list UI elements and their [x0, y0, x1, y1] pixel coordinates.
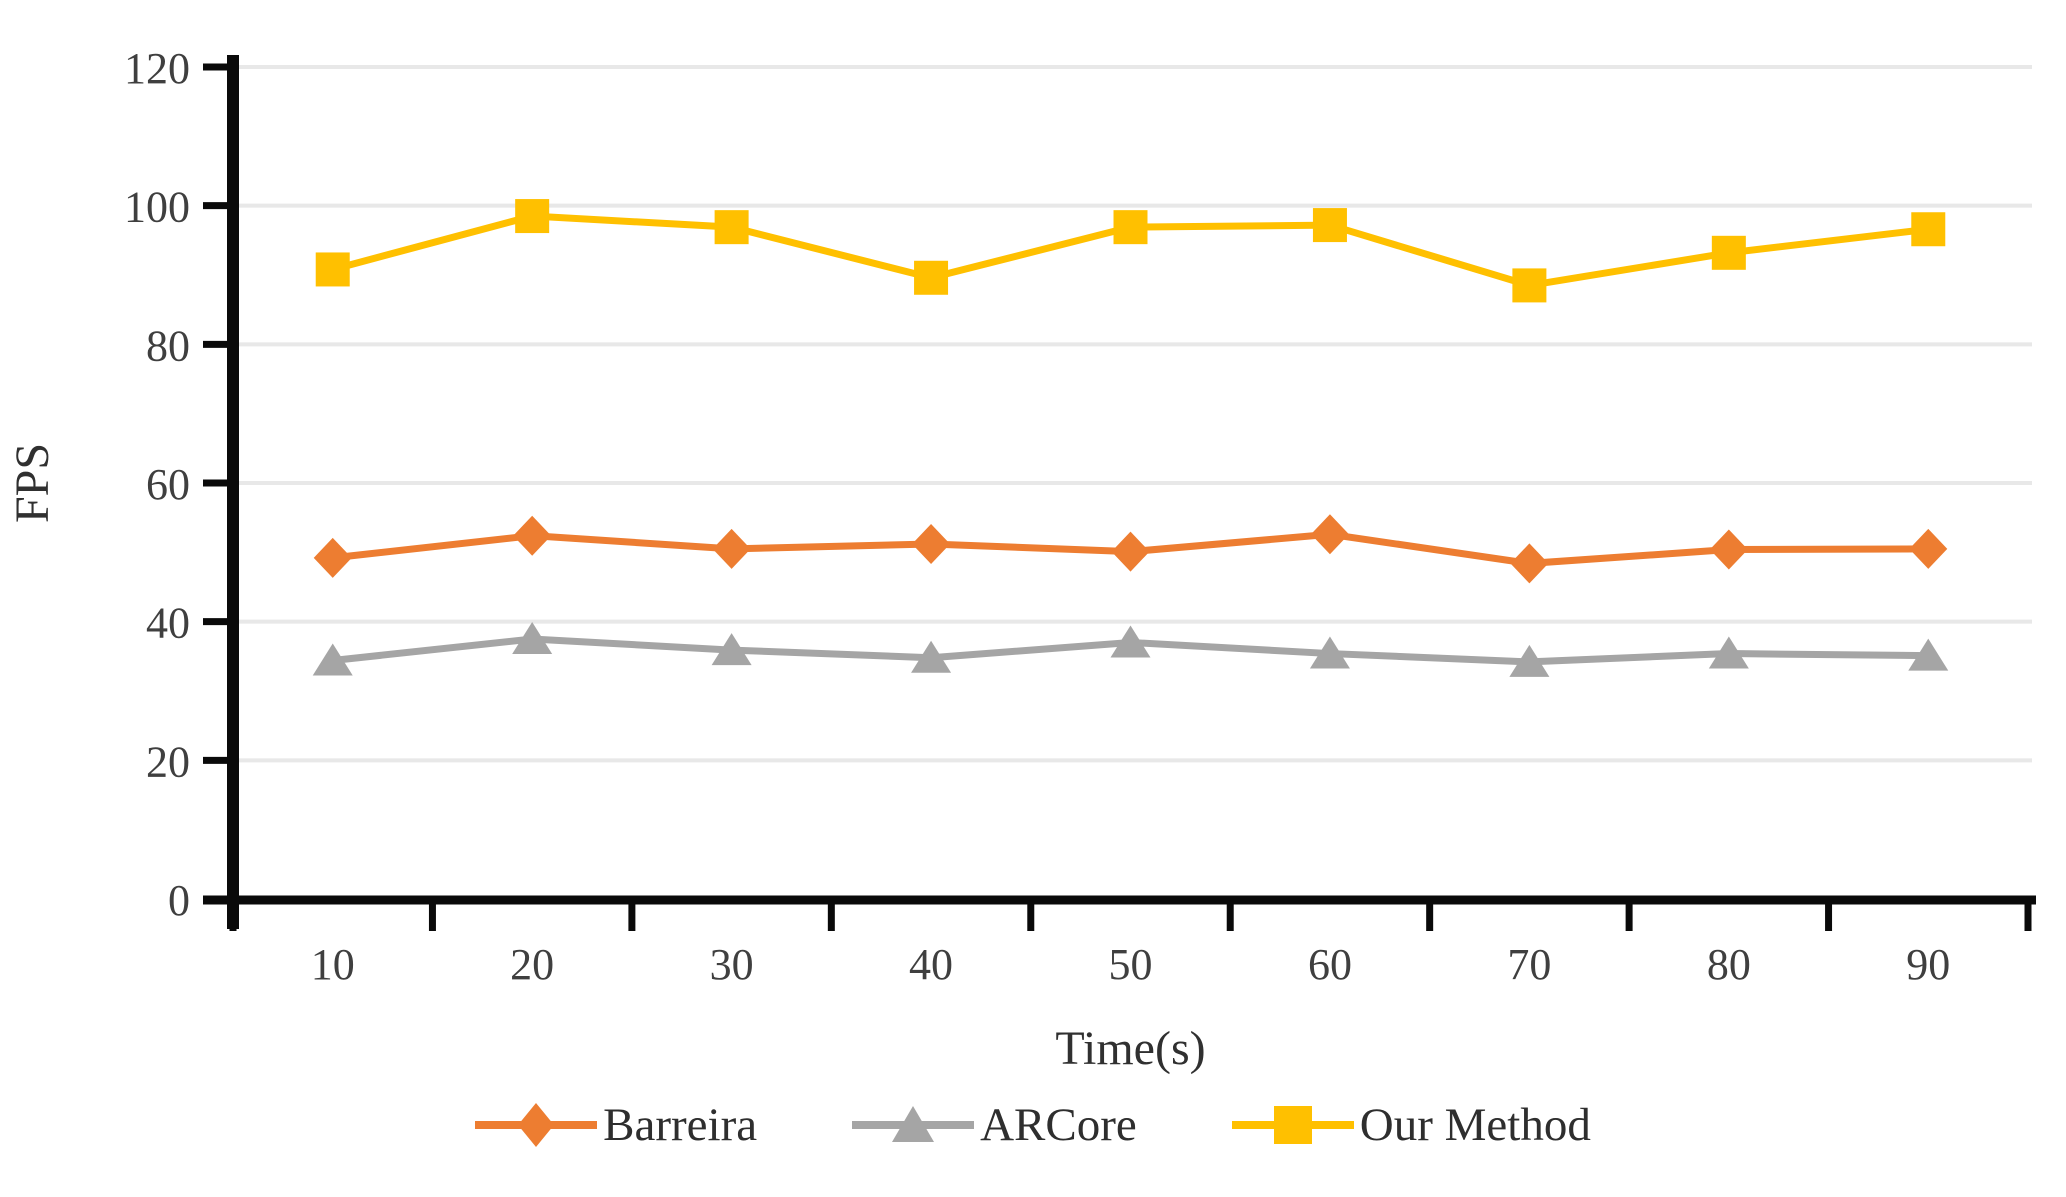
series-marker-our-method — [1312, 208, 1347, 243]
diamond-marker-icon — [475, 1103, 598, 1147]
series-marker-arcore — [1509, 644, 1550, 677]
y-axis-title: FPS — [6, 443, 59, 523]
series-marker-barreira — [712, 528, 751, 569]
series-marker-barreira — [313, 537, 352, 578]
series-marker-barreira — [912, 524, 951, 565]
series-marker-arcore — [512, 622, 553, 654]
series-marker-our-method — [515, 199, 550, 234]
y-tick-label-60: 60 — [146, 460, 190, 509]
series-marker-arcore — [1309, 636, 1350, 669]
triangle-marker-icon — [852, 1106, 975, 1142]
legend-label-barreira: Barreira — [603, 1099, 758, 1151]
legend-swatch-shape — [892, 1106, 935, 1142]
series-marker-barreira — [1709, 529, 1748, 570]
series-marker-our-method — [1911, 212, 1946, 247]
series-marker-our-method — [1711, 235, 1746, 270]
legend-item-our-method: Our Method — [1231, 1098, 1591, 1152]
legend-swatch-shape — [1273, 1106, 1312, 1144]
x-tick-label-50: 50 — [1109, 940, 1153, 989]
y-tick-label-120: 120 — [124, 44, 190, 93]
legend-swatch-shape — [518, 1103, 555, 1147]
y-tick-label-20: 20 — [146, 737, 190, 786]
series-marker-our-method — [714, 210, 749, 245]
x-tick-label-40: 40 — [909, 940, 953, 989]
y-tick-label-80: 80 — [146, 321, 190, 370]
y-tick-label-40: 40 — [146, 599, 190, 648]
series-marker-arcore — [1110, 625, 1151, 658]
series-marker-our-method — [1113, 210, 1148, 245]
series-marker-barreira — [513, 515, 552, 556]
series-marker-arcore — [911, 640, 952, 673]
chart-legend: Barreira ARCore Our Method — [0, 1098, 2066, 1152]
x-tick-label-90: 90 — [1906, 940, 1950, 989]
series-marker-barreira — [1909, 528, 1948, 569]
legend-label-arcore: ARCore — [980, 1099, 1137, 1151]
legend-item-barreira: Barreira — [475, 1098, 757, 1152]
x-tick-label-70: 70 — [1507, 940, 1551, 989]
x-tick-label-30: 30 — [710, 940, 754, 989]
series-marker-arcore — [1908, 638, 1949, 671]
series-marker-our-method — [1512, 268, 1547, 303]
x-tick-label-60: 60 — [1308, 940, 1352, 989]
series-marker-barreira — [1111, 531, 1150, 572]
y-tick-label-100: 100 — [124, 183, 190, 232]
series-marker-arcore — [1708, 636, 1749, 669]
series-marker-our-method — [914, 260, 949, 295]
square-marker-icon — [1231, 1106, 1354, 1144]
y-tick-label-0: 0 — [168, 876, 190, 925]
series-marker-barreira — [1310, 514, 1349, 555]
x-tick-label-10: 10 — [311, 940, 355, 989]
x-axis-title: Time(s) — [1055, 1022, 1205, 1075]
series-marker-arcore — [312, 643, 353, 676]
series-marker-arcore — [711, 633, 752, 666]
x-tick-label-20: 20 — [510, 940, 554, 989]
series-marker-our-method — [315, 252, 350, 287]
series-marker-barreira — [1510, 543, 1549, 584]
legend-item-arcore: ARCore — [852, 1098, 1137, 1152]
x-tick-label-80: 80 — [1707, 940, 1751, 989]
legend-label-our-method: Our Method — [1359, 1099, 1591, 1151]
